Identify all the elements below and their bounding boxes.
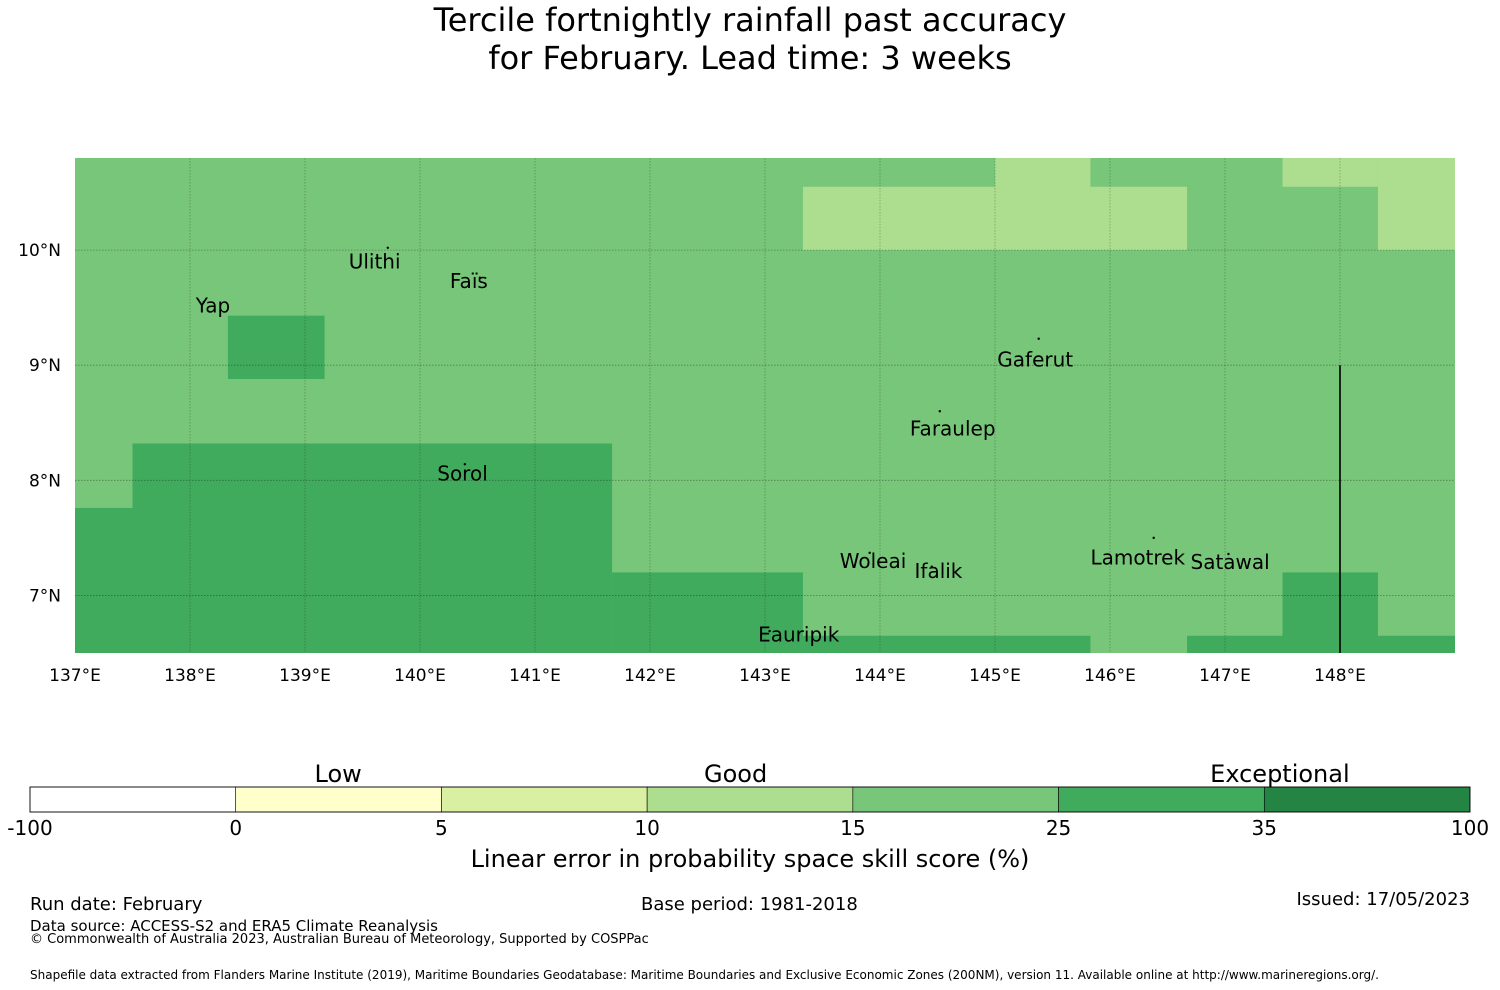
- title-line-2: for February. Lead time: 3 weeks: [488, 39, 1012, 77]
- skill-cell: [1187, 635, 1283, 653]
- island-marker: [386, 246, 389, 249]
- map-layer: 137°E 138°E 139°E 140°E 141°E 142°E 143°E 144°E…: [18, 158, 1455, 686]
- colorbar-bin: [441, 786, 648, 813]
- place-label: Lamotrek: [1090, 545, 1185, 569]
- lon-tick-label: 143°E: [739, 666, 791, 686]
- lon-tick-label: 137°E: [49, 666, 101, 686]
- colorbar-category-label: Good: [703, 760, 768, 788]
- island-marker: [1152, 536, 1155, 540]
- colorbar-title: Linear error in probability space skill …: [470, 845, 1030, 873]
- data-source: Data source: ACCESS-S2 and ERA5 Climate …: [30, 917, 438, 935]
- lat-tick-label: 10°N: [18, 241, 61, 261]
- colorbar-bin: [29, 786, 237, 813]
- skill-cell: [802, 635, 1091, 653]
- title-line-1: Tercile fortnightly rainfall past accura…: [433, 1, 1067, 39]
- colorbar-tick-label: 35: [1251, 816, 1278, 840]
- shapefile-credit: Shapefile data extracted from Flanders M…: [30, 968, 1379, 982]
- colorbar-bin: [1263, 786, 1471, 813]
- colorbar-category-label: Exceptional: [1210, 760, 1350, 788]
- island-marker: [930, 565, 933, 568]
- lat-tick-label: 7°N: [29, 586, 61, 606]
- island-marker: [768, 629, 771, 633]
- skill-cell: [995, 158, 1091, 251]
- lon-tick-label: 144°E: [854, 666, 906, 686]
- colorbar-frame: [29, 786, 1471, 813]
- place-label: Sorol: [437, 461, 488, 485]
- island-marker: [463, 463, 467, 466]
- lon-tick-label: 145°E: [969, 666, 1021, 686]
- issued-date: Issued: 17/05/2023: [1296, 889, 1470, 910]
- lon-tick-label: 138°E: [164, 666, 216, 686]
- island-marker: [868, 551, 871, 555]
- colorbar-tick-label: 100: [1450, 816, 1490, 840]
- copyright: © Commonwealth of Australia 2023, Austra…: [30, 932, 649, 947]
- colorbar-tick-label: 15: [840, 816, 866, 840]
- colorbar-tick-label: 0: [229, 816, 243, 840]
- colorbar-bin: [1058, 786, 1265, 813]
- lon-tick-label: 142°E: [624, 666, 676, 686]
- colorbar-tick-label: 25: [1045, 816, 1072, 840]
- skill-cell: [1282, 158, 1378, 187]
- island-marker: [938, 410, 941, 413]
- lat-tick-label: 8°N: [29, 471, 61, 491]
- place-label: Satawal: [1191, 550, 1270, 574]
- place-label: Eauripik: [758, 622, 840, 646]
- lon-tick-label: 141°E: [509, 666, 561, 686]
- island-marker: [478, 276, 481, 279]
- colorbar-bin: [235, 786, 442, 813]
- place-label: Faraulep: [910, 416, 996, 440]
- skill-cell: [1377, 635, 1455, 653]
- map-title: Tercile fortnightly rainfall past accura…: [0, 0, 1500, 77]
- island-marker: [1037, 337, 1040, 340]
- colorbar-tick-label: 10: [634, 816, 660, 840]
- skill-cell: [1377, 158, 1455, 251]
- place-label: Yap: [195, 293, 230, 317]
- island-marker: [202, 300, 205, 304]
- run-date: Run date: February: [30, 894, 203, 915]
- lon-tick-label: 140°E: [394, 666, 446, 686]
- place-label: Ifalik: [915, 559, 963, 583]
- lon-tick-label: 147°E: [1199, 666, 1251, 686]
- colorbar-bin: [646, 786, 854, 813]
- base-period: Base period: 1981-2018: [641, 894, 858, 915]
- colorbar-category-label: Low: [314, 760, 362, 788]
- lon-tick-label: 146°E: [1084, 666, 1136, 686]
- place-label: Faïs: [450, 269, 488, 293]
- lat-tick-label: 9°N: [29, 356, 61, 376]
- island-marker: [1227, 552, 1230, 556]
- place-label: Gaferut: [997, 347, 1073, 371]
- skill-cell: [1090, 186, 1188, 251]
- skill-cell: [227, 315, 325, 380]
- colorbar: [29, 786, 1471, 813]
- place-label: Ulithi: [349, 250, 401, 274]
- lon-tick-label: 148°E: [1314, 666, 1366, 686]
- skill-cell: [75, 507, 613, 653]
- lon-tick-label: 139°E: [279, 666, 331, 686]
- skill-cell: [1282, 572, 1378, 653]
- skill-cell: [612, 572, 803, 653]
- place-label: Woleai: [840, 549, 907, 573]
- colorbar-tick-label: 5: [435, 816, 448, 840]
- colorbar-bin: [852, 786, 1059, 813]
- skill-cell: [802, 186, 995, 251]
- colorbar-tick-label: -100: [7, 816, 53, 840]
